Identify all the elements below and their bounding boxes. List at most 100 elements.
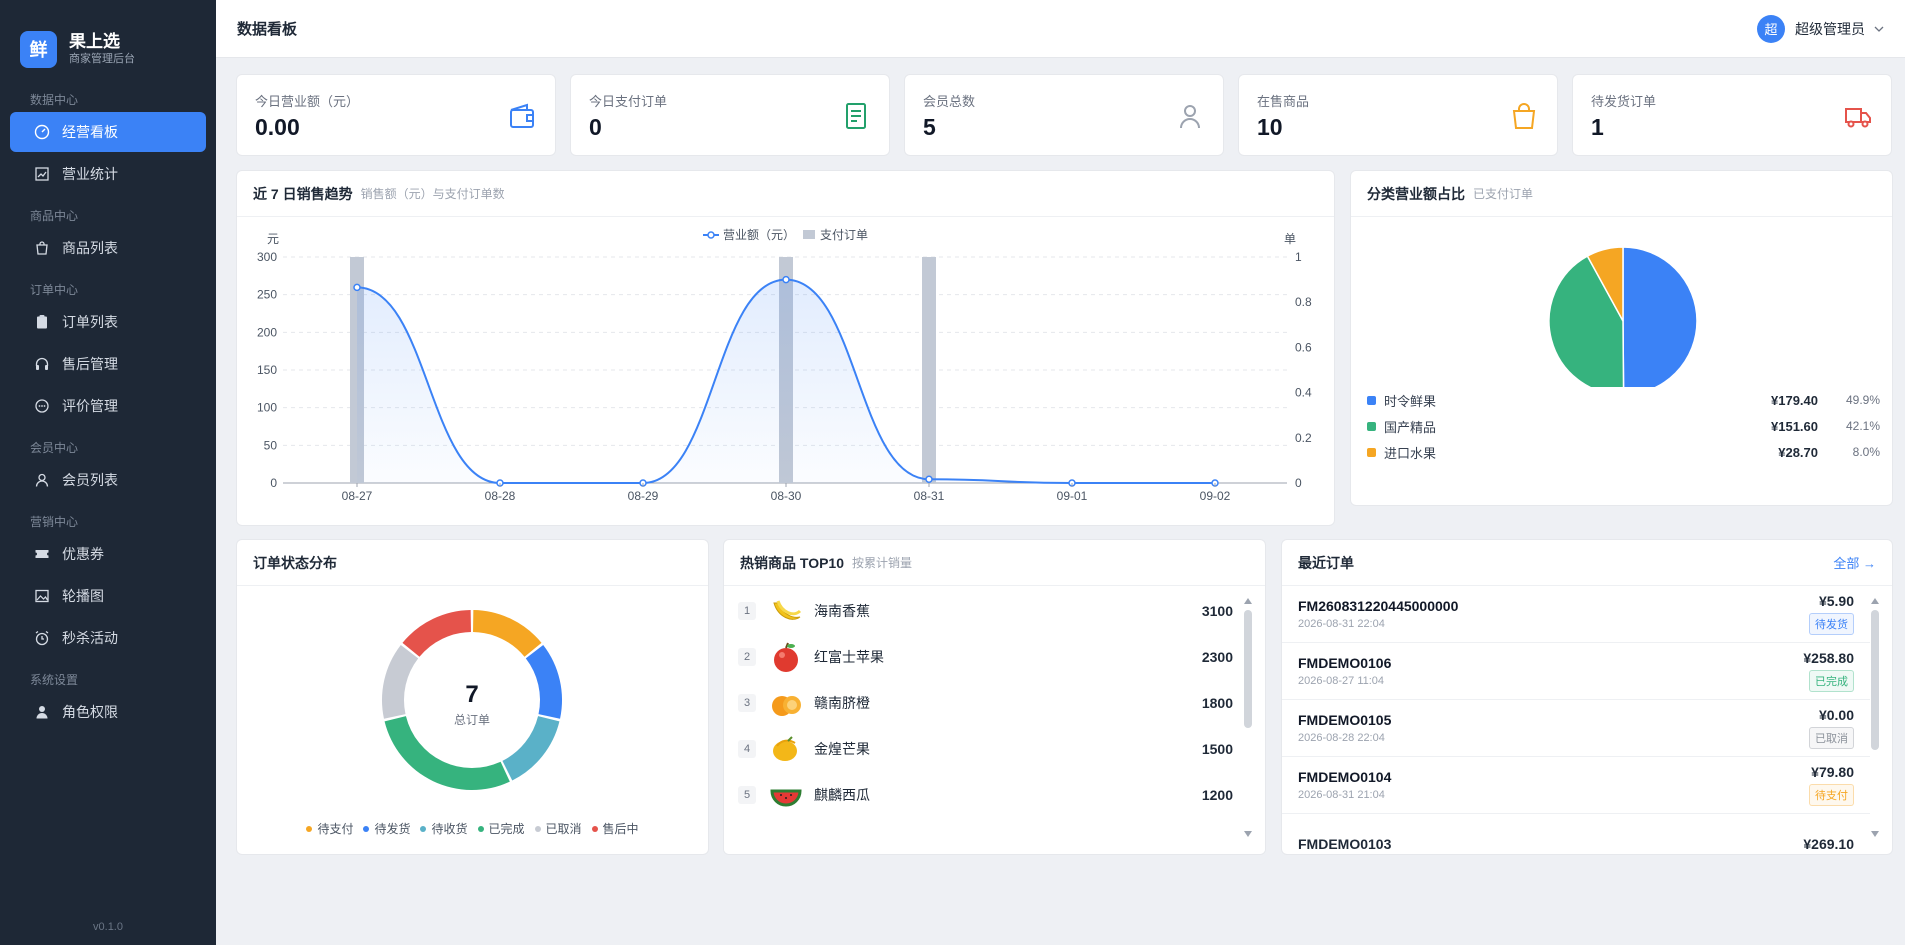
sidebar-item[interactable]: 评价管理 [10,386,206,426]
scroll-down-icon[interactable] [1870,830,1880,838]
list-fade [724,840,1265,854]
order-list[interactable]: FM260831220445000000 2026-08-31 22:04 ¥5.9… [1282,586,1892,814]
sidebar-item[interactable]: 角色权限 [10,692,206,732]
legend-item[interactable]: 待支付 [306,820,353,837]
legend-label[interactable]: 支付订单 [820,228,868,242]
hot-subtitle: 按累计销量 [852,556,913,570]
revenue-point[interactable] [782,275,790,284]
legend-item[interactable]: 已取消 [534,820,582,837]
y2-tick-label: 0 [1295,476,1302,490]
status-badge: 已取消 [1809,727,1854,749]
y-tick-label: 0 [270,476,277,490]
legend-amount: ¥151.60 [1771,418,1818,434]
scroll-up-icon[interactable] [1243,597,1253,605]
watermelon-icon [770,789,802,807]
legend-item[interactable]: 待收货 [420,820,468,837]
sidebar-item[interactable]: 售后管理 [10,344,206,384]
ticket-icon [35,550,49,558]
order-id[interactable]: FM260831220445000000 [1298,598,1459,614]
sidebar-item[interactable]: 订单列表 [10,302,206,342]
legend-dot [591,825,598,832]
apple-icon [774,642,798,672]
legend-dot [306,825,313,832]
table-row[interactable]: FMDEMO0105 2026-08-28 22:04 ¥0.00 已取消 [1282,700,1870,757]
order-row-partial: FMDEMO0103 ¥269.10 [1298,836,1854,852]
truck-icon [1845,108,1871,128]
y-tick-label: 250 [257,288,277,302]
legend-percent: 42.1% [1845,419,1880,433]
person-icon [36,706,48,719]
orders-all-link[interactable]: 全部 → [1833,556,1876,571]
product-sales: 1200 [1201,787,1233,803]
sidebar-item[interactable]: 营业统计 [10,154,206,194]
donut-segment[interactable] [525,644,562,719]
revenue-point[interactable] [353,283,361,292]
donut-segment[interactable] [502,716,560,781]
sidebar-item[interactable]: 轮播图 [10,576,206,616]
table-row[interactable]: FMDEMO0104 2026-08-31 21:04 ¥79.80 待支付 [1282,757,1870,814]
legend-label[interactable]: 营业额（元） [723,228,795,242]
list-item[interactable]: 3 赣南脐橙 1800 [724,680,1243,726]
brand-subtitle: 商家管理后台 [69,53,135,65]
clipboard-icon [37,315,47,329]
scroll-down-icon[interactable] [1243,830,1253,838]
donut-segment[interactable] [382,644,419,719]
user-menu[interactable]: 超 超级管理员 [1757,14,1885,43]
legend-item[interactable]: 售后中 [591,820,639,837]
user-name[interactable]: 超级管理员 [1795,20,1865,37]
list-item[interactable]: 4 金煌芒果 1500 [724,726,1243,772]
donut-segment[interactable] [402,610,471,657]
rank-badge: 3 [738,694,756,712]
avatar[interactable]: 超 [1757,14,1785,43]
hot-scrollbar[interactable] [1244,610,1252,728]
legend-row: 时令鲜果 ¥179.40 49.9% [1367,387,1880,413]
sidebar-item-label: 售后管理 [62,356,118,372]
y2-tick-label: 0.6 [1295,340,1312,354]
legend-label: 待收货 [431,822,468,836]
y-tick-label: 300 [257,250,277,264]
sidebar-item[interactable]: 商品列表 [10,228,206,268]
donut-segment[interactable] [473,610,542,657]
revenue-point[interactable] [925,475,933,483]
legend-item[interactable]: 待发货 [363,820,410,837]
legend-name: 国产精品 [1384,419,1437,435]
x-tick-label: 08-28 [485,489,516,503]
x-tick-label: 08-27 [342,489,373,503]
list-item[interactable]: 1 海南香蕉 3100 [724,588,1243,634]
table-row[interactable]: FMDEMO0106 2026-08-27 11:04 ¥258.80 已完成 [1282,643,1870,700]
table-row[interactable]: FM260831220445000000 2026-08-31 22:04 ¥5.9… [1282,586,1870,643]
trend-title: 近 7 日销售趋势 [253,185,353,202]
list-item[interactable]: 2 红富士苹果 2300 [724,634,1243,680]
chart-icon [35,167,49,181]
order-id[interactable]: FMDEMO0104 [1298,769,1392,785]
kpi-label: 今日支付订单 [589,94,668,109]
orders-scrollbar[interactable] [1871,610,1879,750]
chevron-down-icon[interactable] [1873,23,1885,35]
order-id[interactable]: FMDEMO0106 [1298,655,1392,671]
kpi-value: 10 [1257,114,1283,140]
bag-icon [36,241,48,255]
sidebar-item[interactable]: 秒杀活动 [10,618,206,658]
kpi-card: 今日营业额（元） 0.00 [236,74,556,156]
hot-list[interactable]: 1 海南香蕉 3100 2 红富士苹果 2300 3 赣南脐橙 1800 4 金煌芒果 1500 5 麒麟… [724,586,1265,818]
donut-segment[interactable] [384,716,510,790]
sidebar-item-label: 商品列表 [62,240,118,256]
pie-slice[interactable] [1622,246,1698,387]
nav-section-label: 营销中心 [30,515,79,529]
donut-total: 7 [465,681,478,708]
list-item[interactable]: 5 麒麟西瓜 1200 [724,772,1243,818]
sidebar-item[interactable]: 经营看板 [10,112,206,152]
pie-slice[interactable] [1586,246,1624,322]
order-bar[interactable] [922,257,936,483]
product-sales: 3100 [1201,603,1233,619]
legend-label: 已取消 [545,822,582,836]
sidebar-item[interactable]: 优惠券 [10,534,206,574]
kpi-label: 今日营业额（元） [255,94,360,109]
order-time: 2026-08-31 21:04 [1298,789,1385,801]
scroll-up-icon[interactable] [1870,597,1880,605]
revenue-line [356,278,1215,484]
order-id[interactable]: FMDEMO0105 [1298,712,1392,728]
sidebar-item[interactable]: 会员列表 [10,460,206,500]
legend-item[interactable]: 已完成 [477,820,525,837]
x-tick-label: 08-30 [771,489,802,503]
